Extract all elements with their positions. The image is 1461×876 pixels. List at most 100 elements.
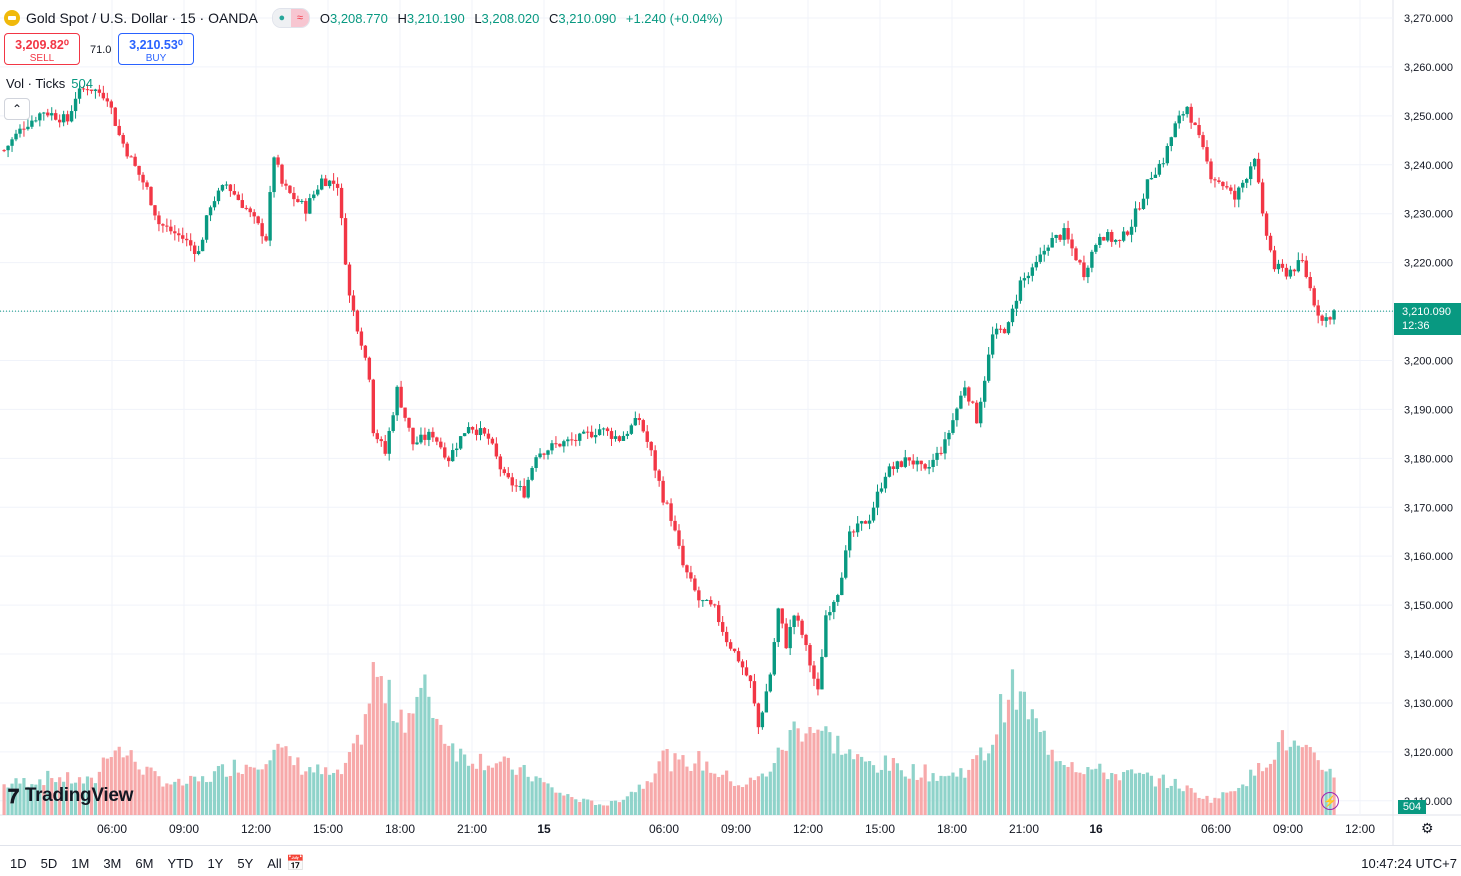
candle-body bbox=[391, 415, 395, 431]
compare-icon[interactable]: ≈ bbox=[290, 9, 309, 27]
candle-body bbox=[1292, 269, 1297, 272]
candle-body bbox=[1129, 226, 1134, 235]
volume-bar bbox=[339, 774, 344, 815]
volume-bar bbox=[1304, 744, 1308, 815]
tradingview-logo[interactable]: 𝟕 TradingView bbox=[8, 784, 133, 808]
spread-value: 71.0 bbox=[90, 44, 112, 56]
candle-body bbox=[1121, 231, 1126, 241]
volume-bar bbox=[109, 757, 113, 815]
volume-bar bbox=[212, 771, 217, 815]
candle-body bbox=[470, 427, 475, 430]
chart-mode-toggle[interactable]: ● ≈ bbox=[271, 8, 310, 28]
candle-body bbox=[57, 119, 62, 123]
volume-bar bbox=[736, 785, 741, 815]
buy-button[interactable]: 3,210.53⁰ BUY bbox=[118, 33, 194, 65]
candle-body bbox=[657, 470, 661, 481]
range-button-ytd[interactable]: YTD bbox=[167, 856, 194, 871]
volume-bar bbox=[93, 783, 98, 815]
candle-body bbox=[292, 192, 296, 200]
volume-bar bbox=[1260, 771, 1265, 815]
x-tick-label: 09:00 bbox=[169, 822, 199, 836]
volume-bar bbox=[991, 744, 995, 815]
candle-body bbox=[1070, 239, 1074, 249]
volume-bar bbox=[915, 779, 919, 815]
candle-body bbox=[427, 431, 431, 440]
y-tick-label: 3,140.000 bbox=[1404, 649, 1453, 661]
volume-bar bbox=[1193, 792, 1197, 815]
volume-bar bbox=[526, 776, 530, 815]
range-button-3m[interactable]: 3M bbox=[103, 856, 122, 871]
candle-body bbox=[736, 651, 741, 662]
volume-bar bbox=[554, 792, 558, 815]
candle-body bbox=[947, 432, 951, 440]
volume-bar bbox=[304, 771, 308, 815]
candle-body bbox=[1209, 161, 1213, 180]
volume-bar bbox=[1046, 754, 1050, 815]
volume-bar bbox=[435, 718, 439, 815]
candle-body bbox=[613, 436, 618, 439]
candle-body bbox=[1046, 247, 1050, 251]
candle-body bbox=[542, 453, 546, 455]
volume-bar bbox=[38, 779, 42, 815]
volume-bar bbox=[987, 753, 991, 815]
candle-body bbox=[482, 428, 487, 434]
flash-icon[interactable]: ⚡ bbox=[1321, 792, 1339, 810]
volume-legend[interactable]: Vol · Ticks 504 bbox=[6, 76, 93, 91]
volume-bar bbox=[312, 772, 316, 815]
x-tick-label: 12:00 bbox=[1345, 822, 1375, 836]
buy-price: 3,210.53⁰ bbox=[129, 38, 183, 52]
candle-body bbox=[1094, 244, 1098, 252]
timezone-clock[interactable]: 10:47:24 UTC+7 bbox=[1361, 856, 1457, 871]
volume-bar bbox=[836, 735, 840, 815]
volume-bar bbox=[514, 774, 518, 815]
candle-body bbox=[1308, 276, 1312, 289]
range-button-5y[interactable]: 5Y bbox=[237, 856, 254, 871]
volume-bar bbox=[768, 771, 772, 815]
open-label: O bbox=[319, 10, 330, 26]
x-tick-label: 09:00 bbox=[1273, 822, 1303, 836]
candle-body bbox=[871, 507, 876, 521]
y-tick-label: 3,150.000 bbox=[1404, 600, 1453, 612]
candle-body bbox=[546, 450, 550, 455]
volume-bar bbox=[891, 757, 895, 815]
volume-bar bbox=[784, 750, 788, 815]
candle-body bbox=[848, 531, 852, 551]
volume-bar bbox=[812, 732, 816, 815]
volume-bar bbox=[1054, 761, 1058, 815]
range-button-6m[interactable]: 6M bbox=[135, 856, 154, 871]
candle-body bbox=[454, 448, 459, 451]
range-button-1y[interactable]: 1Y bbox=[207, 856, 224, 871]
volume-bar bbox=[657, 761, 661, 815]
range-button-5d[interactable]: 5D bbox=[40, 856, 58, 871]
current-price: 3,210.090 bbox=[1402, 306, 1451, 318]
sell-button[interactable]: 3,209.82⁰ SELL bbox=[4, 33, 80, 65]
candle-body bbox=[1114, 239, 1118, 242]
range-button-1m[interactable]: 1M bbox=[71, 856, 90, 871]
candle-body bbox=[462, 433, 467, 437]
candle-body bbox=[46, 112, 50, 116]
candle-body bbox=[177, 233, 181, 236]
candle-body bbox=[435, 437, 439, 442]
candle-body bbox=[633, 418, 638, 426]
range-button-all[interactable]: All bbox=[267, 856, 282, 871]
volume-bar bbox=[574, 799, 578, 815]
settings-gear-icon[interactable]: ⚙ bbox=[1421, 820, 1434, 836]
calendar-icon[interactable]: 📅 bbox=[286, 855, 305, 872]
symbol-title[interactable]: Gold Spot / U.S. Dollar · 15 · OANDA bbox=[26, 10, 258, 26]
range-button-1d[interactable]: 1D bbox=[10, 856, 27, 871]
candle-body bbox=[38, 113, 42, 121]
candle-body bbox=[1014, 300, 1019, 309]
candle-body bbox=[903, 457, 907, 467]
collapse-legend-button[interactable]: ⌃ bbox=[4, 98, 30, 120]
candle-body bbox=[1082, 262, 1086, 278]
candle-body bbox=[26, 126, 30, 130]
volume-bar bbox=[729, 781, 733, 815]
market-status-icon[interactable]: ● bbox=[272, 9, 291, 27]
volume-bar bbox=[220, 764, 225, 815]
candle-body bbox=[1324, 317, 1328, 321]
volume-bar bbox=[844, 753, 848, 815]
volume-bar bbox=[931, 773, 935, 815]
volume-bar bbox=[1042, 730, 1046, 815]
y-tick-label: 3,130.000 bbox=[1404, 698, 1453, 710]
